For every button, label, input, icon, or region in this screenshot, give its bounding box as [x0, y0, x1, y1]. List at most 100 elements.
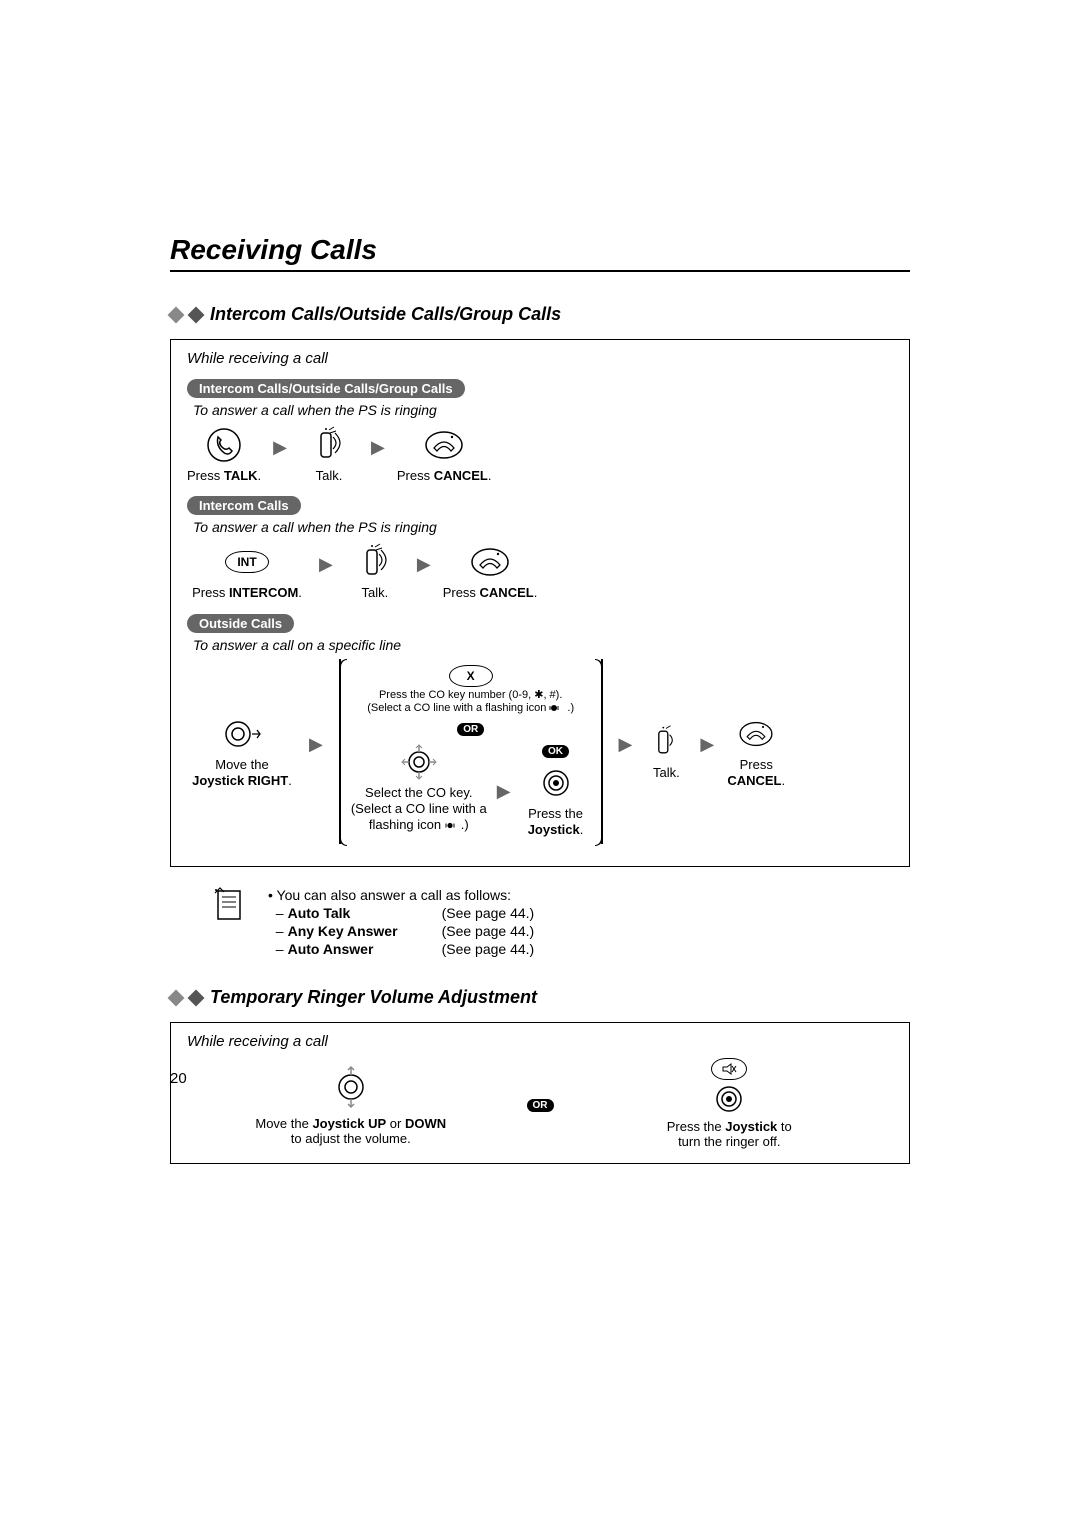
sub-caption: To answer a call on a specific line	[193, 637, 893, 653]
arrow-icon: ▶	[696, 734, 718, 755]
sub-caption: To answer a call when the PS is ringing	[193, 519, 893, 535]
label-text: Press the	[667, 1119, 726, 1134]
label-text: Press the CO key number (0-9, ✱, #).	[379, 689, 562, 701]
label-text: (Select a CO line with a flashing icon	[367, 702, 549, 714]
flow-row-outside: Move theJoystick RIGHT. ▶ X Press the CO…	[187, 659, 893, 845]
label-text: Talk.	[644, 765, 688, 781]
joystick-press-icon	[566, 1082, 894, 1119]
section-heading-text: Temporary Ringer Volume Adjustment	[210, 987, 537, 1008]
label-text: or	[386, 1116, 405, 1131]
volume-row: Move the Joystick UP or DOWN to adjust t…	[187, 1058, 893, 1149]
flow-row-all: Press TALK. ▶ Talk. ▶ Press CANCEL.	[187, 424, 893, 484]
arrow-icon: ▶	[315, 554, 337, 575]
step-talk: Talk.	[299, 424, 359, 484]
page-number: 20	[170, 1070, 187, 1087]
step-select-co: Select the CO key. (Select a CO line wit…	[351, 741, 487, 834]
talking-icon	[345, 541, 405, 583]
note-intro: • You can also answer a call as follows:	[268, 887, 534, 903]
label-text: Press	[192, 585, 229, 600]
section-heading-text: Intercom Calls/Outside Calls/Group Calls	[210, 304, 561, 325]
step-press-intercom: INT Press INTERCOM.	[187, 541, 307, 601]
label-text: turn the ringer off.	[678, 1134, 780, 1149]
talking-icon	[299, 424, 359, 466]
label-text: Talk.	[345, 585, 405, 601]
page-title: Receiving Calls	[170, 234, 910, 272]
label-bold: INTERCOM	[229, 585, 298, 600]
label-text: Press	[397, 468, 434, 483]
step-press-cancel: PressCANCEL.	[726, 713, 786, 790]
label-bold: DOWN	[405, 1116, 446, 1131]
arrow-icon: ▶	[615, 734, 637, 755]
pill-all-calls: Intercom Calls/Outside Calls/Group Calls	[187, 379, 465, 398]
label-text: to adjust the volume.	[291, 1131, 411, 1146]
cancel-icon	[443, 541, 538, 583]
volume-adjust-step: Move the Joystick UP or DOWN to adjust t…	[187, 1061, 515, 1146]
section-heading-1: Intercom Calls/Outside Calls/Group Calls	[170, 304, 910, 325]
label-text: Press	[740, 757, 773, 772]
label-bold: Joystick UP	[312, 1116, 386, 1131]
label-text: flashing icon	[369, 817, 445, 832]
arrow-icon: ▶	[269, 437, 291, 458]
note-item: – Any Key Answer(See page 44.)	[268, 923, 534, 939]
cancel-icon	[726, 713, 786, 755]
label-text: Press	[443, 585, 480, 600]
label-text: Press the	[528, 806, 583, 821]
or-pill: OR	[527, 1099, 554, 1112]
arrow-icon: ▶	[493, 781, 515, 802]
ringer-off-step: Press the Joystick to turn the ringer of…	[566, 1058, 894, 1149]
label-text: Press	[187, 468, 224, 483]
joystick-updown-icon	[187, 1061, 515, 1116]
sub-caption: To answer a call when the PS is ringing	[193, 402, 893, 418]
pill-intercom: Intercom Calls	[187, 496, 301, 515]
joystick-4way-icon	[351, 741, 487, 783]
arrow-icon: ▶	[367, 437, 389, 458]
arrow-icon: ▶	[413, 554, 435, 575]
mute-key-icon	[711, 1058, 747, 1080]
note-block: • You can also answer a call as follows:…	[210, 885, 910, 959]
label-text: Talk.	[299, 468, 359, 484]
note-item: – Auto Talk(See page 44.)	[268, 905, 534, 921]
step-press-cancel: Press CANCEL.	[397, 424, 492, 484]
joystick-press-icon	[521, 762, 591, 804]
label-bold: CANCEL	[480, 585, 534, 600]
label-text: (Select a CO line with a	[351, 801, 487, 816]
label-bold: Joystick	[725, 1119, 777, 1134]
label-bold: CANCEL	[727, 773, 781, 788]
joystick-right-icon	[187, 713, 297, 755]
int-key-icon: INT	[225, 551, 269, 573]
label-bold: Joystick	[528, 822, 580, 837]
diamond-icon	[168, 306, 185, 323]
or-pill: OR	[457, 723, 484, 736]
label-text: Move the	[215, 757, 268, 772]
step-press-cancel: Press CANCEL.	[443, 541, 538, 601]
section-heading-2: Temporary Ringer Volume Adjustment	[170, 987, 910, 1008]
note-icon	[210, 885, 250, 959]
alternative-group: X Press the CO key number (0-9, ✱, #). (…	[339, 659, 603, 845]
label-text: Select the CO key.	[365, 785, 472, 800]
label-bold: Joystick RIGHT	[192, 773, 288, 788]
label-text: to	[777, 1119, 791, 1134]
note-item: – Auto Answer(See page 44.)	[268, 941, 534, 957]
note-list: • You can also answer a call as follows:…	[268, 885, 534, 959]
label-text: Move the	[255, 1116, 312, 1131]
diamond-icon	[188, 989, 205, 1006]
cancel-icon	[397, 424, 492, 466]
step-talk: Talk.	[345, 541, 405, 601]
step-press-joystick: OK Press theJoystick.	[521, 741, 591, 839]
diamond-icon	[168, 989, 185, 1006]
arrow-icon: ▶	[305, 734, 327, 755]
ok-pill: OK	[542, 745, 569, 758]
pill-outside: Outside Calls	[187, 614, 294, 633]
step-talk: Talk.	[644, 721, 688, 781]
x-key-icon: X	[449, 665, 493, 687]
step-press-talk: Press TALK.	[187, 424, 261, 484]
flow-row-intercom: INT Press INTERCOM. ▶ Talk. ▶ Press CANC…	[187, 541, 893, 601]
procedure-box-1: While receiving a call Intercom Calls/Ou…	[170, 339, 910, 867]
label-bold: CANCEL	[434, 468, 488, 483]
box-caption: While receiving a call	[187, 350, 893, 367]
procedure-box-2: While receiving a call Move the Joystick…	[170, 1022, 910, 1164]
talking-icon	[644, 721, 688, 763]
co-key-text: Press the CO key number (0-9, ✱, #). (Se…	[351, 689, 591, 715]
label-bold: TALK	[224, 468, 258, 483]
diamond-icon	[188, 306, 205, 323]
